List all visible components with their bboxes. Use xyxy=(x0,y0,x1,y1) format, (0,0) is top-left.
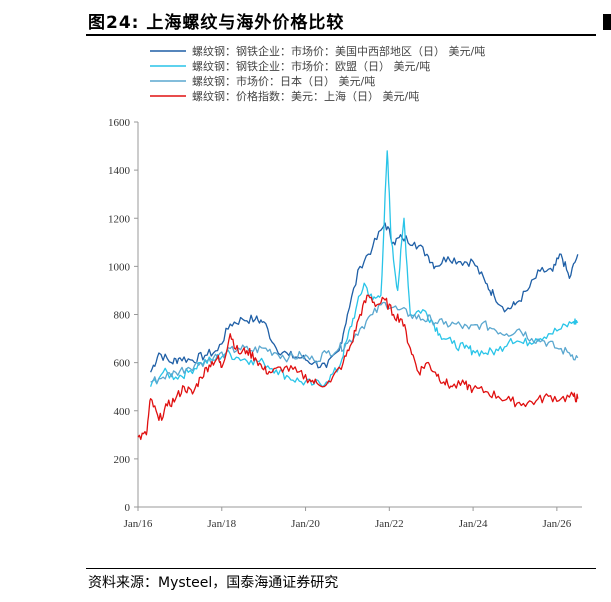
series-line-3 xyxy=(150,301,579,384)
x-tick-label: Jan/18 xyxy=(207,518,236,530)
edge-mark xyxy=(603,14,611,30)
y-tick-label: 1200 xyxy=(108,213,131,225)
x-tick-label: Jan/16 xyxy=(124,518,153,530)
series-line-1 xyxy=(150,222,579,373)
x-tick-label: Jan/26 xyxy=(543,518,572,530)
legend-label-4: 螺纹钢：价格指数：美元：上海（日） 美元/吨 xyxy=(192,89,419,103)
y-tick-label: 1400 xyxy=(108,165,131,177)
title-rule xyxy=(86,34,596,36)
y-tick-label: 200 xyxy=(114,454,131,466)
chart-legend: 螺纹钢：钢铁企业：市场价：美国中西部地区（日） 美元/吨螺纹钢：钢铁企业：市场价… xyxy=(150,44,485,103)
figure-title: 图24: 上海螺纹与海外价格比较 xyxy=(88,13,345,33)
legend-label-2: 螺纹钢：钢铁企业：市场价：欧盟（日） 美元/吨 xyxy=(192,59,430,73)
y-tick-label: 0 xyxy=(125,502,131,514)
chart: 螺纹钢：钢铁企业：市场价：美国中西部地区（日） 美元/吨螺纹钢：钢铁企业：市场价… xyxy=(108,44,582,530)
x-tick-label: Jan/20 xyxy=(291,518,320,530)
y-tick-label: 1600 xyxy=(108,117,131,129)
series-line-4 xyxy=(137,294,579,441)
y-tick-label: 600 xyxy=(114,358,131,370)
chart-lines xyxy=(137,150,579,441)
y-tick-label: 400 xyxy=(114,406,131,418)
x-tick-label: Jan/22 xyxy=(375,518,404,530)
y-tick-label: 1000 xyxy=(108,261,131,273)
legend-label-3: 螺纹钢：市场价：日本（日） 美元/吨 xyxy=(192,74,375,88)
source-note: 资料来源：Mysteel，国泰海通证券研究 xyxy=(88,575,339,591)
x-tick-label: Jan/24 xyxy=(459,518,488,530)
legend-label-1: 螺纹钢：钢铁企业：市场价：美国中西部地区（日） 美元/吨 xyxy=(192,44,485,58)
y-tick-label: 800 xyxy=(114,310,131,322)
series-line-2 xyxy=(149,150,579,388)
bottom-rule xyxy=(86,568,596,569)
chart-axes: 0 200 400 600 800 1000 1200 1400 1600 Jan/16 Jan/1… xyxy=(108,117,582,530)
